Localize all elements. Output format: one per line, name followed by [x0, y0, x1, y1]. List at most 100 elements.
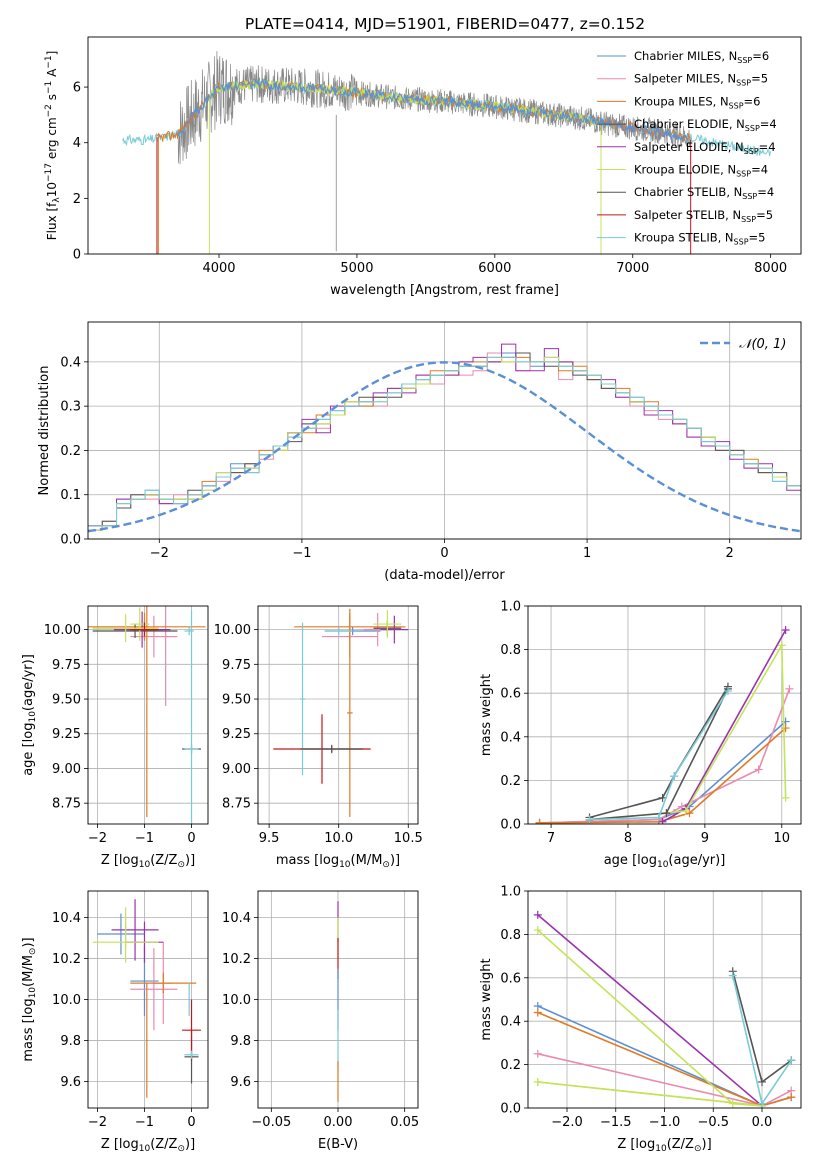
y-tick-label: 0.4 — [500, 1015, 521, 1030]
y-tick-label: 0.0 — [60, 533, 81, 548]
y-axis-label: Normed distribution — [37, 366, 52, 496]
y-tick-label: 2 — [73, 192, 81, 207]
weight-marker-salpeter_elodie — [781, 625, 790, 634]
observed-spectrum — [177, 51, 691, 165]
y-tick-label: 9.6 — [230, 1075, 251, 1090]
panel-7: −0.05 0.00 0.05 9.6 9.8 10.0 10.2 10.4 E(B-V) — [222, 890, 419, 1152]
panel-2: −2 −1 0 1 2 0.0 0.1 0.2 0.3 0.4 (data-model)/error… — [37, 321, 802, 583]
x-tick-label: −1 — [135, 1115, 154, 1130]
hist-step-kroupa_elodie — [88, 356, 801, 531]
y-tick-label: 0.0 — [500, 1102, 521, 1117]
y-tick-label: 0.8 — [500, 643, 521, 658]
x-axis-label: wavelength [Angstrom, rest frame] — [330, 283, 559, 298]
x-axis-label: age [log10(age/yr)] — [604, 853, 726, 870]
weight-line-chabrier_stelib — [589, 688, 729, 821]
gaussian-curve — [88, 361, 801, 533]
x-tick-label: −1.5 — [600, 1115, 632, 1130]
y-tick-label: 9.00 — [52, 762, 81, 777]
x-tick-label: −2.0 — [551, 1115, 583, 1130]
weight-line-salpeter_elodie — [662, 629, 787, 823]
y-tick-label: 0.6 — [500, 687, 521, 702]
y-axis-label: mass [log10(M/M⊙)] — [21, 937, 38, 1061]
y-tick-label: 9.75 — [52, 658, 81, 673]
y-tick-label: 0.2 — [500, 1058, 521, 1073]
x-tick-label: −1 — [135, 831, 154, 846]
weight-marker-kroupa_elodie — [777, 641, 786, 650]
y-axis-label: mass weight — [479, 958, 494, 1040]
x-tick-label: 1 — [583, 546, 591, 561]
x-tick-label: −0.5 — [697, 1115, 729, 1130]
plot-marks — [88, 606, 206, 824]
axes-frame — [87, 36, 802, 255]
weight-marker-kroupa_miles — [535, 818, 544, 824]
x-axis-label: (data-model)/error — [384, 568, 505, 583]
x-axis-label: mass [log10(M/M⊙)] — [276, 853, 400, 870]
y-tick-label: 10.0 — [52, 993, 81, 1008]
axes-frame — [87, 605, 209, 825]
y-tick-label: 0.4 — [60, 355, 81, 370]
x-tick-label: 0.05 — [390, 1115, 419, 1130]
weight-marker-kroupa_elodie — [681, 806, 690, 815]
y-tick-label: 10.4 — [222, 911, 251, 926]
x-tick-label: 5000 — [340, 261, 373, 276]
x-tick-label: 7 — [547, 831, 555, 846]
y-tick-label: 10.00 — [44, 623, 81, 638]
x-tick-label: −2 — [88, 831, 107, 846]
y-tick-label: 9.8 — [230, 1034, 251, 1049]
y-tick-label: 0.6 — [500, 971, 521, 986]
weight-marker-kroupa_miles — [787, 1093, 796, 1102]
legend-label-chabrier_miles: Chabrier MILES, NSSP=6 — [634, 49, 769, 65]
figure-title: PLATE=0414, MJD=51901, FIBERID=0477, z=0… — [245, 15, 645, 33]
x-tick-label: 6000 — [478, 261, 511, 276]
weight-marker-kroupa_stelib — [728, 971, 737, 980]
y-tick-label: 0.2 — [60, 444, 81, 459]
y-tick-label: 9.25 — [52, 727, 81, 742]
legend-label-kroupa_miles: Kroupa MILES, NSSP=6 — [634, 94, 760, 110]
weight-line-chabrier_elodie — [589, 686, 729, 819]
x-tick-label: −1 — [292, 546, 311, 561]
x-tick-label: 9.5 — [259, 831, 280, 846]
weight-marker-kroupa_elodie — [781, 793, 790, 802]
y-tick-label: 4 — [73, 136, 81, 151]
x-axis-label: E(B-V) — [318, 1137, 358, 1152]
y-tick-label: 10.4 — [52, 911, 81, 926]
model-spectrum-chabrier_miles — [177, 78, 688, 142]
x-axis-label: Z [log10(Z/Z⊙)] — [101, 1137, 195, 1154]
y-tick-label: 0.3 — [60, 400, 81, 415]
weight-marker-chabrier_elodie — [758, 1077, 766, 1086]
y-tick-label: 1.0 — [500, 600, 521, 615]
y-tick-label: 0.4 — [500, 730, 521, 745]
plot-marks — [535, 625, 794, 824]
panel-4: 9.5 10.0 10.5 8.75 9.00 9.25 9.50 9.75 10.00 mass… — [214, 605, 423, 870]
x-tick-label: 0.00 — [324, 1115, 353, 1130]
x-axis-label: Z [log10(Z/Z⊙)] — [101, 853, 195, 870]
x-tick-label: −2 — [88, 1115, 107, 1130]
weight-marker-salpeter_elodie — [533, 910, 542, 919]
y-tick-label: 9.50 — [222, 693, 251, 708]
axes-frame — [527, 890, 802, 1109]
y-tick-label: 10.00 — [214, 623, 251, 638]
weight-marker-kroupa_miles — [533, 1008, 542, 1017]
hist-step-kroupa_miles — [88, 356, 801, 527]
axes-frame — [527, 605, 802, 825]
weight-marker-salpeter_miles — [533, 1049, 542, 1058]
y-tick-label: 9.6 — [60, 1075, 81, 1090]
y-tick-label: 9.25 — [222, 727, 251, 742]
weight-marker-kroupa_miles — [781, 724, 790, 733]
x-axis-label: Z [log10(Z/Z⊙)] — [617, 1137, 711, 1154]
legend-label-kroupa_elodie: Kroupa ELODIE, NSSP=4 — [634, 163, 768, 179]
y-tick-label: 1.0 — [500, 885, 521, 900]
y-tick-label: 0.2 — [500, 774, 521, 789]
plot-marks — [92, 899, 201, 1098]
hist-step-kroupa_stelib — [88, 356, 801, 527]
x-tick-label: 0.0 — [752, 1115, 773, 1130]
weight-marker-kroupa_elodie — [533, 1077, 542, 1086]
y-tick-label: 0.0 — [500, 818, 521, 833]
y-tick-label: 9.50 — [52, 693, 81, 708]
x-tick-label: 8 — [624, 831, 632, 846]
legend-label-salpeter_miles: Salpeter MILES, NSSP=5 — [634, 72, 768, 88]
weight-marker-salpeter_miles — [785, 684, 794, 693]
x-tick-label: 0 — [187, 1115, 195, 1130]
legend-label-salpeter_stelib: Salpeter STELIB, NSSP=5 — [634, 208, 773, 224]
